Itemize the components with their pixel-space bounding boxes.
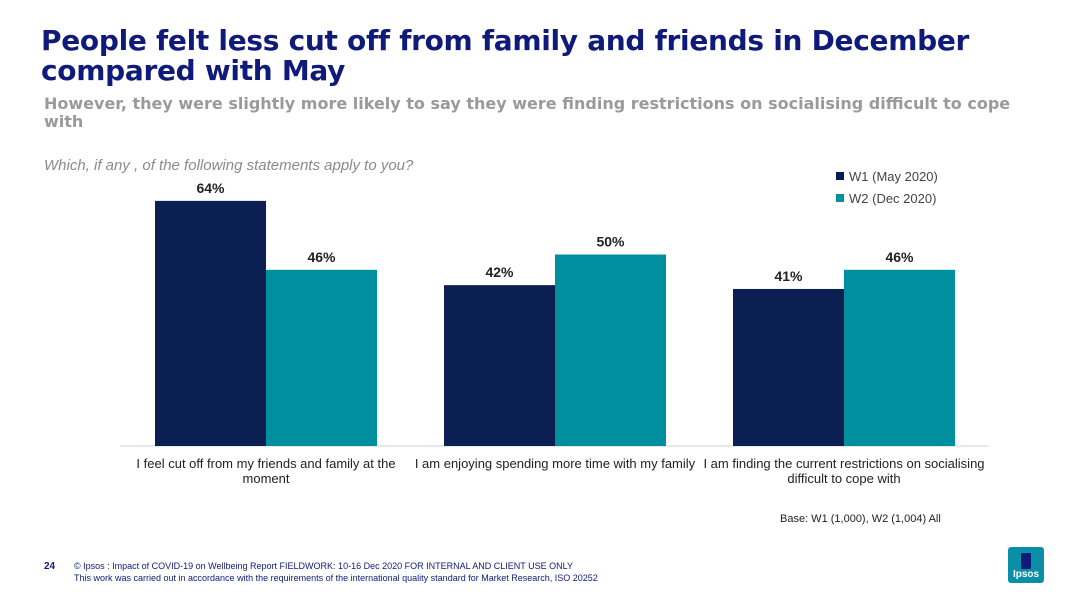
chart-legend: W1 (May 2020) W2 (Dec 2020) bbox=[836, 165, 938, 209]
bar-w1-cat2 bbox=[444, 285, 555, 446]
category-label-1: I feel cut off from my friends and famil… bbox=[136, 456, 396, 486]
ipsos-logo: Ipsos bbox=[1008, 547, 1044, 583]
bar-w1-cat1 bbox=[155, 200, 266, 446]
page-number: 24 bbox=[44, 561, 56, 572]
bar-w1-cat3 bbox=[733, 288, 844, 446]
logo-text: Ipsos bbox=[1012, 569, 1040, 580]
legend-swatch-w2 bbox=[836, 194, 844, 202]
legend-swatch-w1 bbox=[836, 172, 844, 180]
legend-label-w1: W1 (May 2020) bbox=[849, 168, 938, 184]
category-label-2: I am enjoying spending more time with my… bbox=[414, 456, 696, 471]
bar-w2-cat1 bbox=[266, 269, 377, 446]
data-label-w1-cat3: 41% bbox=[774, 268, 803, 284]
footer-line-2: This work was carried out in accordance … bbox=[74, 573, 598, 583]
data-label-w2-cat2: 50% bbox=[596, 234, 625, 250]
legend-label-w2: W2 (Dec 2020) bbox=[849, 190, 937, 206]
legend-item-w2: W2 (Dec 2020) bbox=[836, 187, 938, 209]
survey-question: Which, if any , of the following stateme… bbox=[44, 157, 414, 174]
footer-text: © Ipsos : Impact of COVID-19 on Wellbein… bbox=[74, 560, 598, 584]
page-subtitle: However, they were slightly more likely … bbox=[44, 94, 1011, 131]
data-label-w1-cat1: 64% bbox=[196, 180, 225, 196]
base-note: Base: W1 (1,000), W2 (1,004) All bbox=[780, 513, 941, 525]
data-label-w2-cat3: 46% bbox=[885, 249, 914, 265]
logo-mark-icon bbox=[1021, 553, 1031, 569]
page-title: People felt less cut off from family and… bbox=[41, 24, 970, 87]
data-label-w1-cat2: 42% bbox=[485, 264, 514, 280]
bar-w2-cat2 bbox=[555, 254, 666, 446]
legend-item-w1: W1 (May 2020) bbox=[836, 165, 938, 187]
category-label-3: I am finding the current restrictions on… bbox=[703, 456, 985, 486]
bar-w2-cat3 bbox=[844, 269, 955, 446]
data-label-w2-cat1: 46% bbox=[307, 249, 336, 265]
footer-line-1: © Ipsos : Impact of COVID-19 on Wellbein… bbox=[74, 561, 573, 571]
